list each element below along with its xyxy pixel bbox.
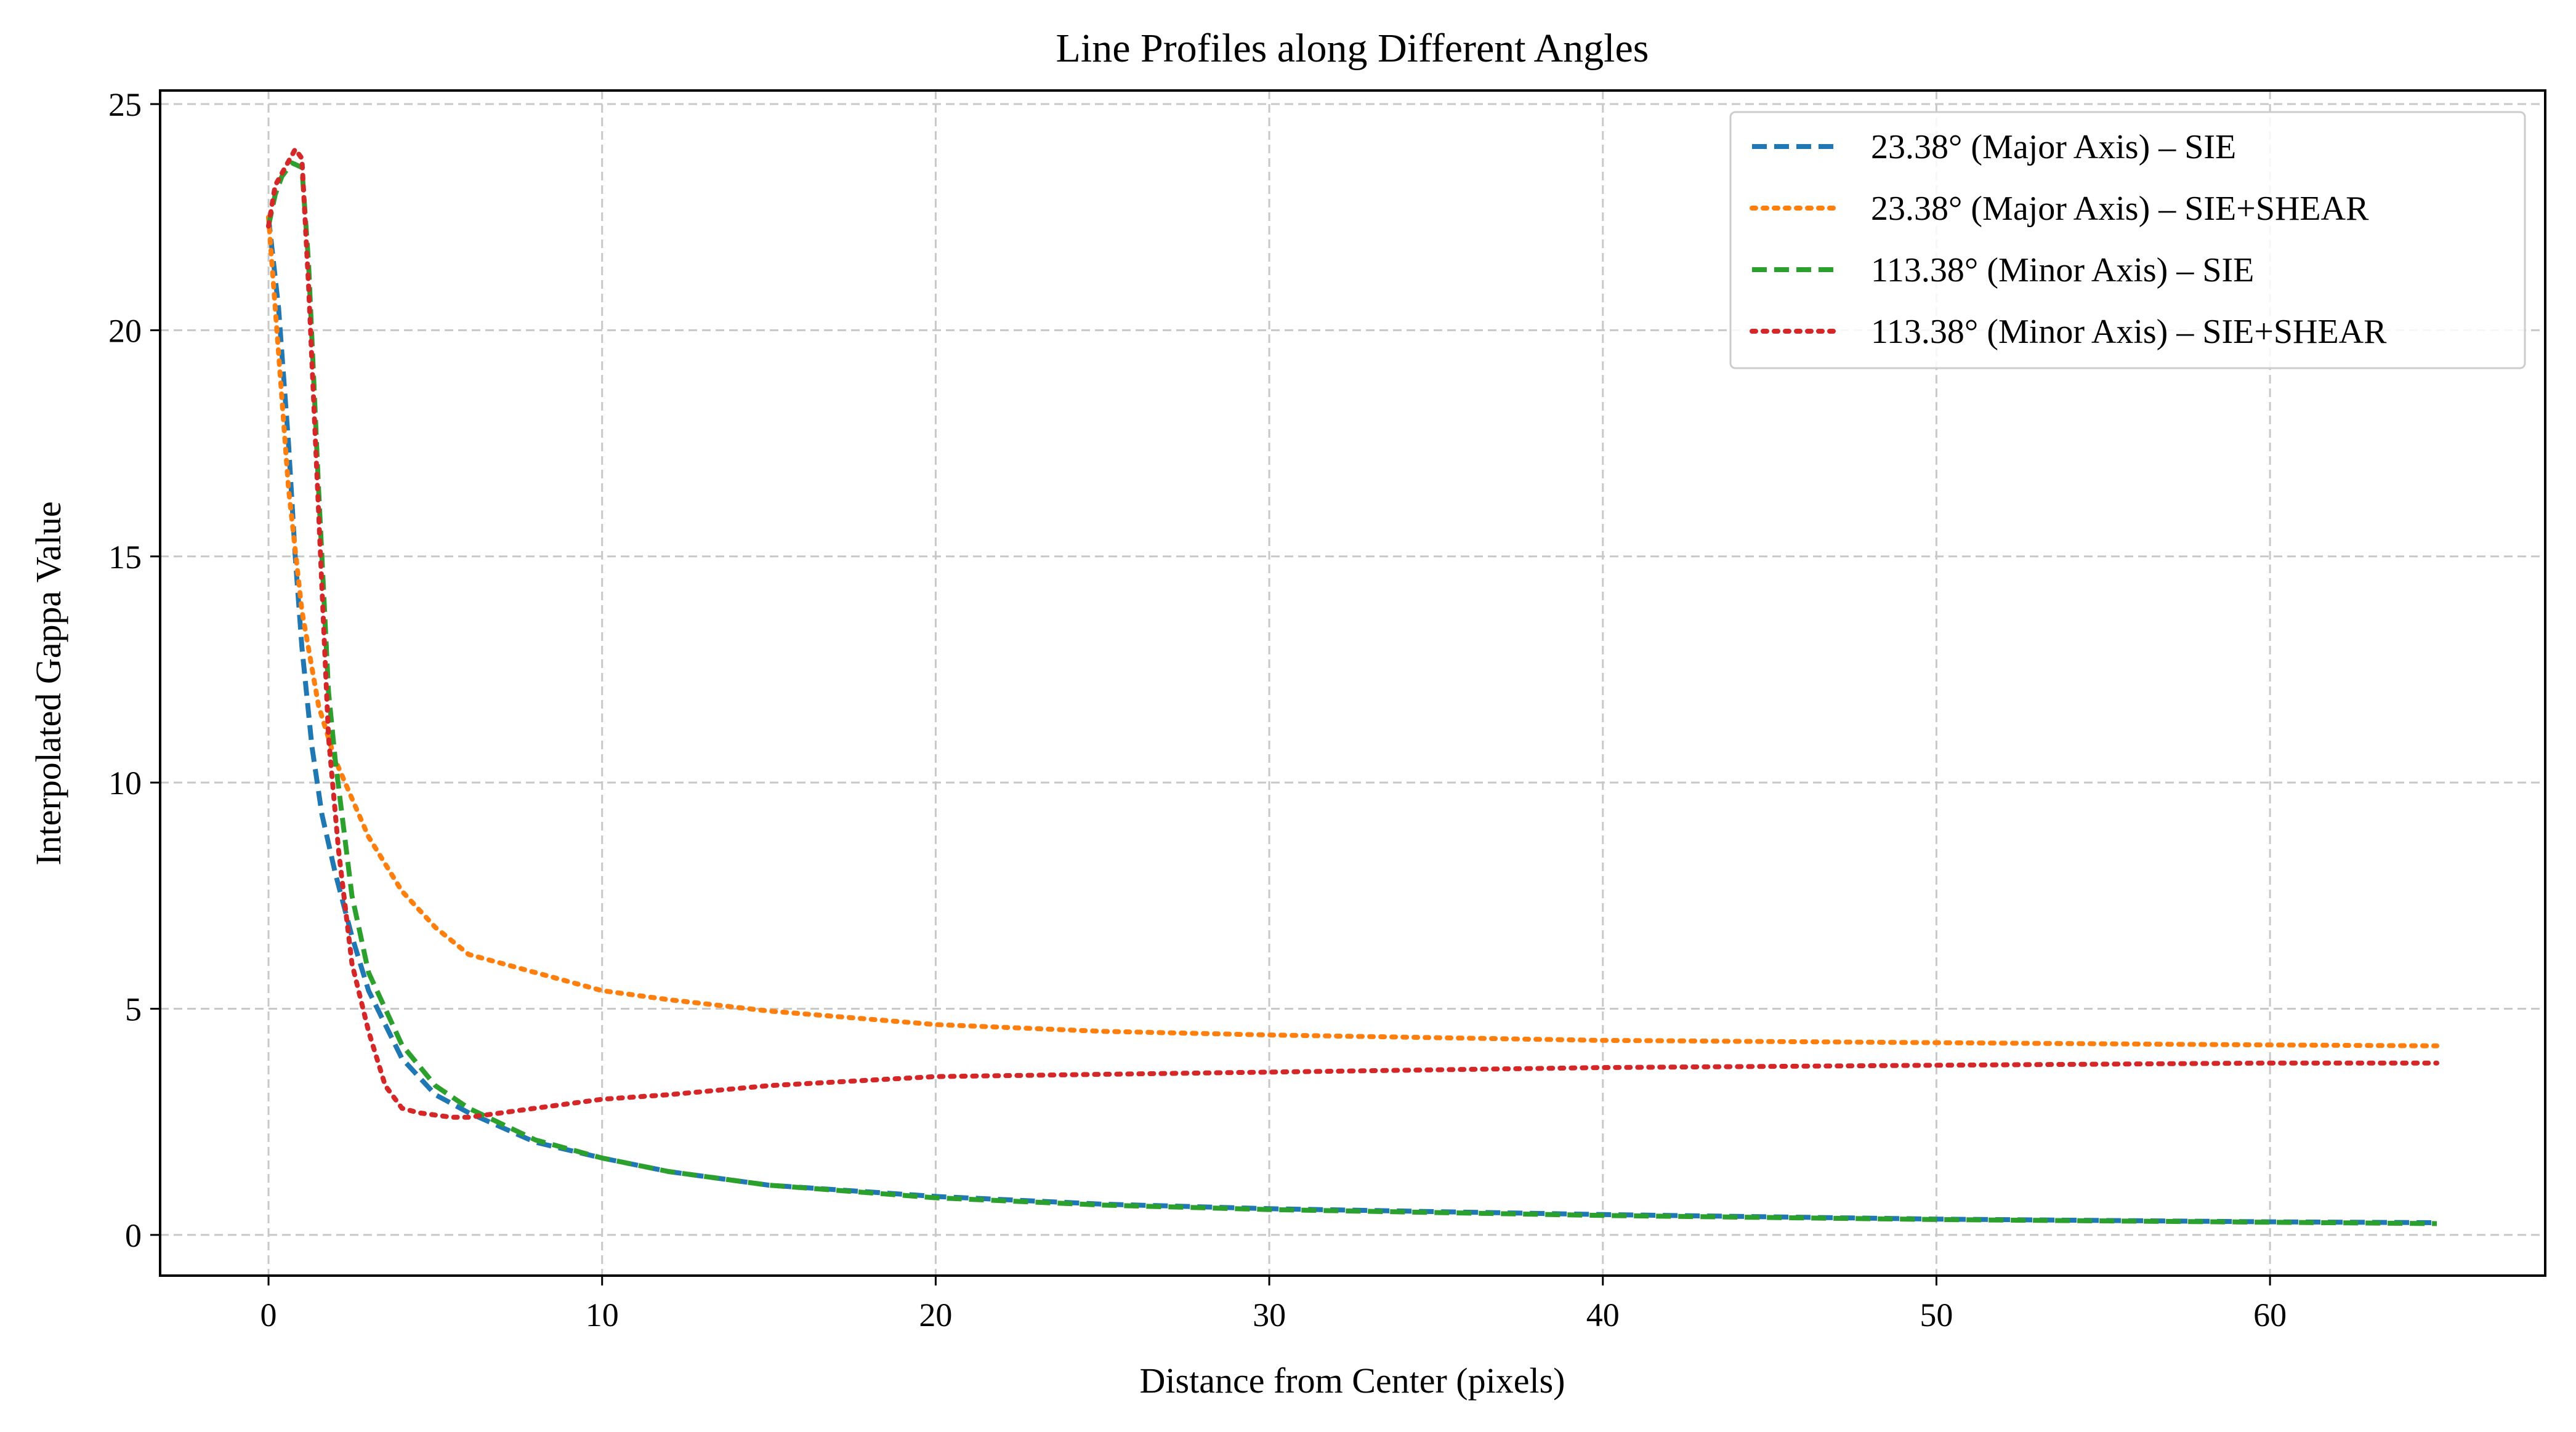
- legend-label-4: 113.38° (Minor Axis) – SIE+SHEAR: [1871, 313, 2387, 351]
- y-tick-label: 25: [108, 86, 142, 123]
- x-tick-label: 10: [586, 1297, 619, 1333]
- x-axis-label: Distance from Center (pixels): [1140, 1361, 1565, 1401]
- legend-label-3: 113.38° (Minor Axis) – SIE: [1871, 251, 2254, 289]
- x-tick-label: 20: [919, 1297, 952, 1333]
- series-line-4: [266, 147, 2439, 1120]
- y-tick-label: 20: [108, 312, 142, 349]
- y-tick-label: 10: [108, 765, 142, 802]
- y-tick-label: 15: [108, 539, 142, 576]
- y-tick-label: 5: [125, 991, 142, 1028]
- plot-frame: [159, 89, 2546, 1277]
- legend-label-1: 23.38° (Major Axis) – SIE: [1871, 128, 2236, 166]
- x-tick-label: 40: [1586, 1297, 1620, 1333]
- chart-title: Line Profiles along Different Angles: [1056, 26, 1649, 71]
- y-tick-label: 0: [125, 1217, 142, 1254]
- series-lines: [266, 147, 2439, 1226]
- legend: 23.38° (Major Axis) – SIE 23.38° (Major A…: [1729, 111, 2526, 369]
- x-tick-label: 60: [2253, 1297, 2287, 1333]
- y-axis-ticks: 0 5 10 15 20 25: [108, 86, 160, 1254]
- x-tick-label: 30: [1253, 1297, 1286, 1333]
- legend-label-2: 23.38° (Major Axis) – SIE+SHEAR: [1871, 190, 2369, 228]
- x-tick-label: 0: [260, 1297, 277, 1333]
- y-axis-label: Interpolated Gappa Value: [28, 501, 68, 866]
- legend-box: [1729, 111, 2526, 369]
- series-line-2: [266, 214, 2439, 1048]
- x-axis-ticks: 0 10 20 30 40 50 60: [260, 1276, 2287, 1333]
- x-tick-label: 50: [1920, 1297, 1953, 1333]
